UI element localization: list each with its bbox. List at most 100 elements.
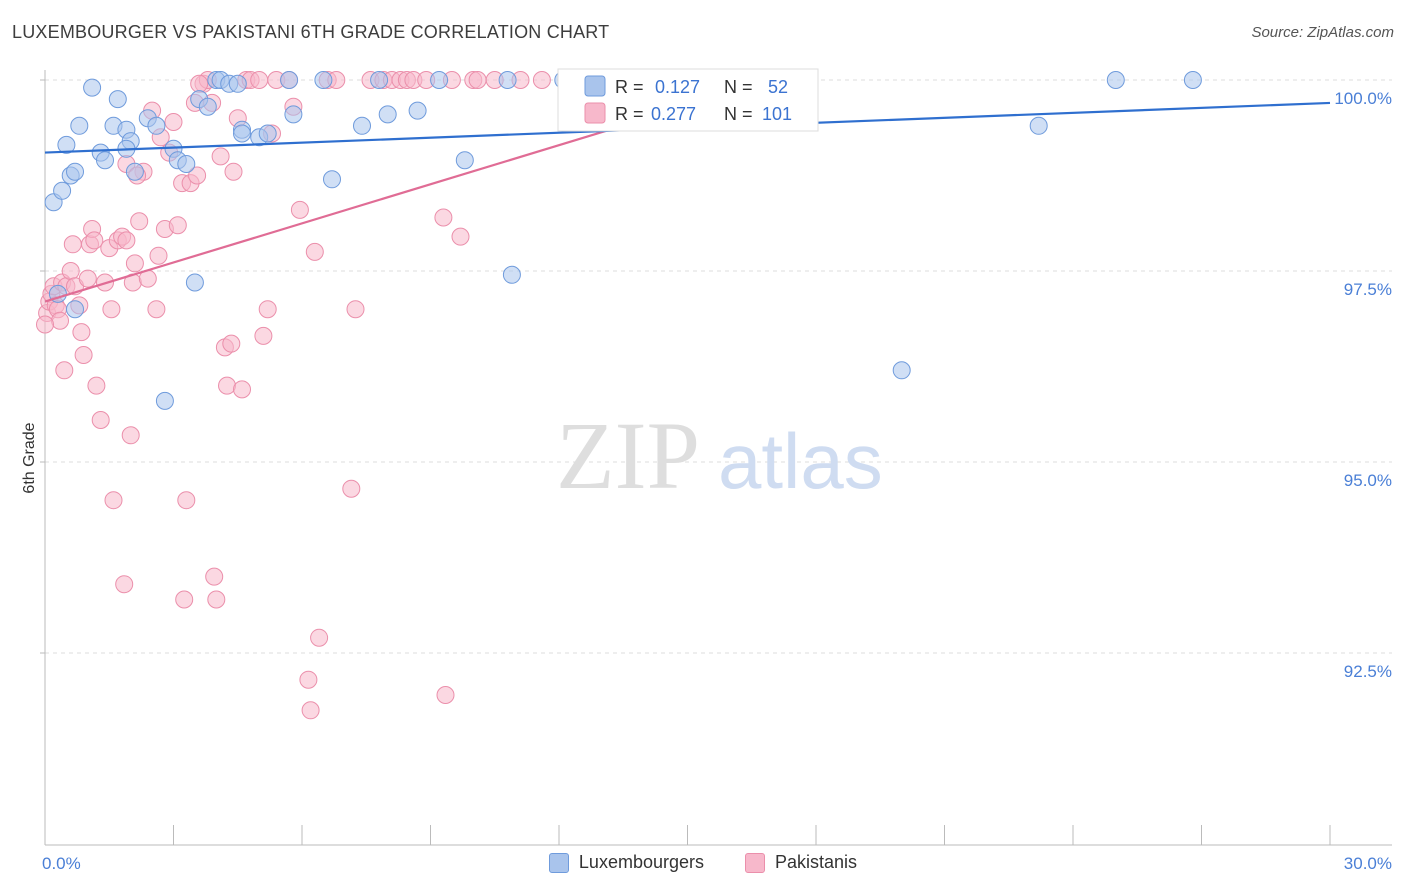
legend-n-value: 52	[768, 77, 788, 97]
source-label: Source: ZipAtlas.com	[1251, 24, 1394, 41]
luxembourger-point	[323, 170, 341, 189]
y-tick-label: 97.5%	[1344, 280, 1392, 299]
legend-item-luxembourgers[interactable]: Luxembourgers	[548, 852, 704, 873]
pakistani-point	[51, 311, 69, 330]
pakistani-point	[115, 575, 134, 594]
pakistani-point	[63, 235, 82, 254]
luxembourger-point	[177, 155, 196, 173]
grid-lines	[40, 79, 1392, 654]
pakistani-point	[436, 686, 455, 704]
legend-r-value: 0.127	[655, 77, 700, 97]
axes	[44, 70, 1392, 846]
x-tick-label-min: 0.0%	[42, 854, 81, 873]
legend-swatch-blue	[548, 852, 569, 873]
legend-r-label: R =	[615, 77, 644, 97]
pakistani-point	[78, 269, 97, 288]
luxembourger-point	[1106, 71, 1125, 89]
pakistani-point	[224, 162, 243, 181]
x-tick-label-max: 30.0%	[1344, 854, 1392, 873]
luxembourger-point	[408, 101, 427, 120]
luxembourger-point	[280, 71, 299, 89]
pakistani-point	[177, 491, 196, 510]
pakistani-point	[207, 590, 226, 609]
y-tick-label: 92.5%	[1344, 662, 1392, 681]
pakistani-point	[254, 326, 273, 345]
pakistani-point	[301, 701, 320, 720]
pakistani-point	[305, 242, 324, 261]
luxembourger-point	[314, 71, 333, 89]
luxembourger-point	[57, 135, 76, 154]
luxembourger-point	[233, 124, 251, 143]
luxembourger-point	[83, 78, 102, 97]
luxembourger-point	[498, 71, 517, 89]
pakistani-point	[104, 491, 123, 510]
y-tick-label: 95.0%	[1344, 471, 1392, 490]
pakistani-point	[72, 323, 91, 342]
luxembourger-point	[1183, 71, 1202, 89]
pakistani-point	[164, 113, 183, 131]
luxembourger-point	[455, 151, 474, 170]
pakistanis-points	[36, 71, 577, 720]
legend-swatch-pink	[745, 852, 766, 873]
legend-swatch-pink	[584, 102, 606, 124]
pakistani-point	[121, 426, 140, 445]
pakistani-point	[85, 231, 104, 250]
pakistani-point	[102, 300, 121, 319]
luxembourger-point	[125, 162, 144, 181]
pakistani-point	[205, 567, 224, 586]
watermark: ZIP atlas	[556, 402, 883, 509]
pakistani-point	[117, 231, 136, 250]
pakistani-point	[211, 147, 230, 166]
luxembourger-point	[378, 105, 397, 124]
pakistani-point	[233, 380, 251, 399]
pakistani-point	[91, 411, 110, 429]
luxembourger-point	[284, 105, 303, 124]
legend-label: Pakistanis	[775, 852, 858, 872]
legend-n-value: 101	[762, 104, 792, 124]
chart-title: LUXEMBOURGER VS PAKISTANI 6TH GRADE CORR…	[12, 22, 610, 42]
pakistani-point	[290, 200, 309, 219]
luxembourger-point	[70, 116, 89, 135]
pakistani-point	[468, 71, 487, 89]
legend-n-label: N =	[724, 104, 753, 124]
y-axis-title: 6th Grade	[21, 422, 38, 493]
luxembourger-point	[1029, 116, 1048, 135]
pakistani-point	[147, 300, 166, 319]
luxembourger-point	[198, 97, 217, 116]
luxembourger-point	[370, 71, 389, 89]
pakistani-point	[61, 262, 80, 280]
pakistani-point	[125, 254, 144, 273]
pakistani-point	[188, 166, 207, 185]
luxembourger-point	[108, 90, 127, 109]
series-legend: Luxembourgers Pakistanis	[0, 852, 1406, 878]
pakistani-point	[190, 74, 209, 93]
luxembourger-point	[185, 273, 204, 292]
legend-r-value: 0.277	[651, 104, 696, 124]
pakistani-point	[130, 212, 149, 231]
pakistani-point	[74, 346, 93, 364]
luxembourger-point	[502, 265, 521, 284]
luxembourger-point	[430, 71, 449, 89]
luxembourger-point	[258, 124, 277, 143]
luxembourger-point	[96, 151, 114, 170]
pakistani-point	[299, 670, 318, 689]
pakistani-point	[36, 315, 54, 334]
pakistani-point	[258, 300, 277, 319]
pakistani-point	[451, 227, 470, 246]
legend-label: Luxembourgers	[578, 852, 704, 872]
luxembourger-point	[147, 116, 166, 135]
pakistani-point	[149, 246, 168, 265]
pakistani-point	[346, 300, 365, 319]
x-ticks	[44, 825, 1331, 845]
y-tick-label: 100.0%	[1334, 89, 1392, 108]
legend-item-pakistanis[interactable]: Pakistanis	[745, 852, 857, 873]
luxembourger-point	[155, 391, 174, 410]
y-tick-labels: 100.0% 97.5% 95.0% 92.5%	[1334, 89, 1392, 681]
pakistani-point	[87, 376, 106, 395]
luxembourger-point	[66, 300, 84, 319]
pakistani-point	[250, 71, 269, 89]
luxembourger-point	[53, 181, 72, 200]
pakistani-point	[168, 216, 187, 235]
pakistani-point	[175, 590, 194, 609]
